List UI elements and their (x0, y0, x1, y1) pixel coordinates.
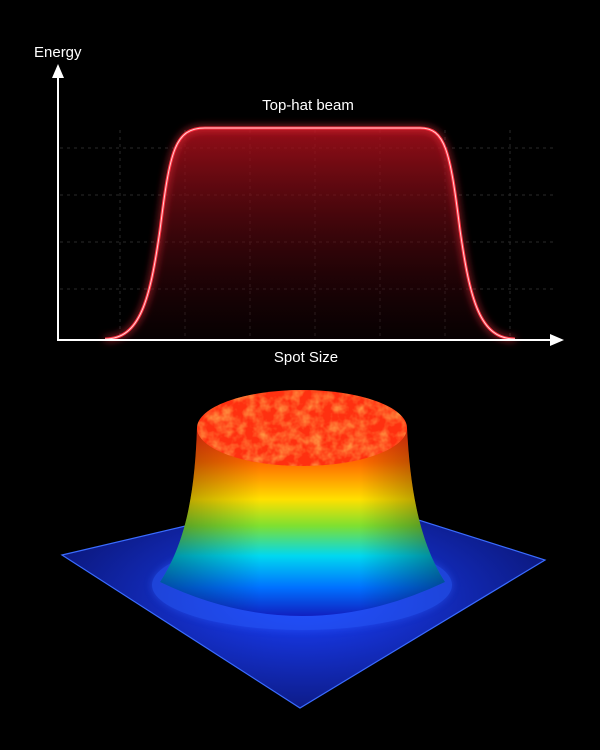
axes (52, 64, 564, 346)
beam-top-texture (197, 390, 407, 466)
beam-shading (160, 428, 445, 616)
curve-fill (105, 128, 515, 339)
curve-label: Top-hat beam (262, 97, 354, 114)
beam-curve-core (104, 127, 516, 340)
x-axis-label: Spot Size (274, 349, 338, 366)
y-axis-label: Energy (34, 44, 82, 61)
